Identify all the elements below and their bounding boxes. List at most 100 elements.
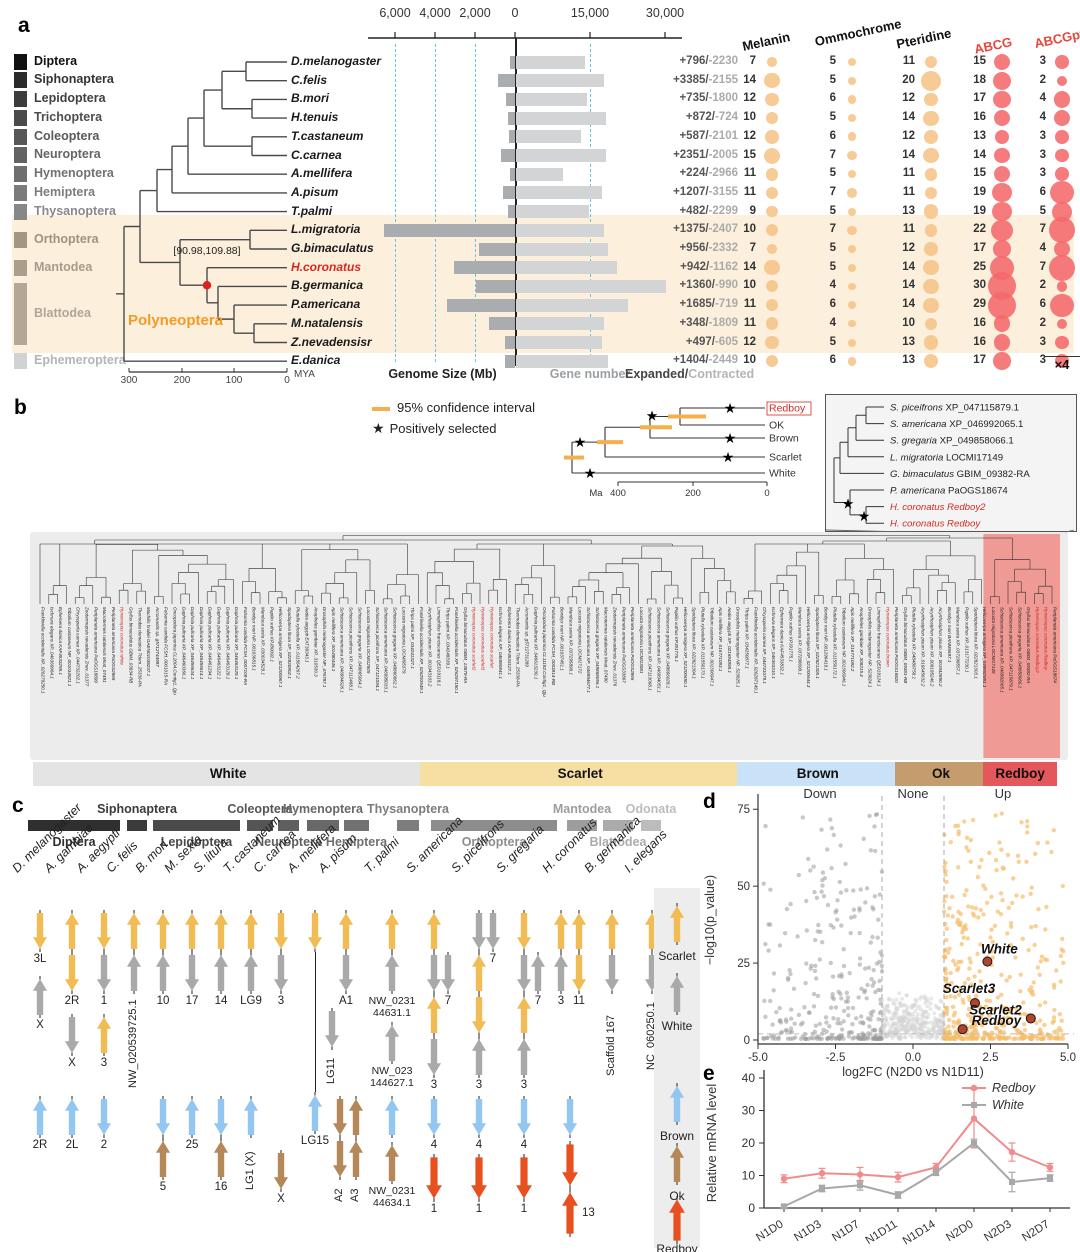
legend-label-White: White (992, 1098, 1024, 1112)
selected-legend-label: Positively selected (389, 421, 497, 436)
tree-tip-label: Schistocerca gregaria XP_049860862.1 (393, 607, 398, 689)
abcgpt-bubble (1048, 254, 1076, 281)
tree-tip-label: Periplaneta americana PaOGS18899 (93, 607, 98, 683)
abcg-bubble (992, 71, 1012, 90)
tree-tip-label: Thrips palmi XP_034250877.1 (745, 607, 750, 669)
tree-tip-label: Schistocerca americana XP_046992065.1 (1000, 607, 1005, 693)
ci-legend-label: 95% confidence interval (397, 400, 536, 415)
chrom-label: 25 (185, 1139, 199, 1151)
star-icon: ★ (372, 420, 385, 436)
tree-tip-label: Folsomia candida FCSH_0001015-RA (164, 607, 169, 685)
tree-tip-label: Locusta migratoria LOCMI17149 (991, 607, 996, 674)
pteridine-bubble (923, 110, 939, 126)
ommochrome-bubble (848, 76, 856, 85)
chrom-label: 17 (185, 995, 199, 1007)
tree-tip-label: Machilis hrabei GAEN01038237.1 (146, 607, 151, 677)
tree-tip-label: Thermobia domestica Tdom_25336-PA (137, 607, 142, 687)
volcano-xlabel: log2FC (N2D0 vs N1D11) (842, 1065, 983, 1079)
species-label: B.germanica (291, 278, 364, 293)
tree-tip-label: Schistocerca americana XP_046994626.1 (340, 607, 345, 693)
expanded-contracted-value: +1207/-3155 (673, 185, 738, 198)
arrow-slot (64, 1096, 80, 1138)
arrow-slot (384, 952, 400, 994)
pteridine-bubble (921, 70, 941, 91)
svg-text:0: 0 (748, 1201, 755, 1215)
highlight-gene-label-Scarlet2: Scarlet2 (969, 1002, 1022, 1017)
gene-arrow-s (669, 903, 685, 945)
gene-arrow-w (426, 1036, 442, 1078)
gene-arrow-s (426, 910, 442, 952)
polyneoptera-label: Polyneoptera (128, 312, 224, 329)
order-bar-Thysanoptera (397, 820, 419, 831)
order-swatch-Mantodea (14, 260, 27, 276)
legend-arrow-Scarlet (669, 903, 685, 945)
tree-tip-label: Daphnia pulicaria XP_046461294.1 (208, 607, 213, 680)
chrom-label: 4 (520, 1139, 528, 1151)
species-label: B.mori (291, 91, 330, 106)
mya-unit-label: MYA (294, 369, 315, 380)
tree-tip-label: Drosophila melanogaster NP_476787.1 (322, 607, 327, 688)
legend-label-Scarlet: Scarlet (658, 949, 696, 963)
abcg-bubble (994, 166, 1010, 183)
genome-size-bar (384, 223, 515, 237)
order-swatch-Hymenoptera (14, 166, 27, 182)
mya-tick-label: 200 (173, 375, 191, 386)
order-bar-label-Lepidoptera: Lepidoptera (160, 835, 233, 849)
pteridine-count: 14 (902, 279, 915, 292)
melanin-bubble (767, 57, 777, 67)
tree-tip-label: Hymenopus coronatus scarlet (489, 607, 494, 668)
svg-text:0: 0 (764, 488, 769, 499)
arrow-slot (243, 952, 259, 994)
abcgpt-bubble (1055, 148, 1069, 163)
synteny-legend-bg (654, 888, 700, 1248)
arrow-slot (155, 1138, 171, 1180)
gene-arrow-s (64, 910, 80, 952)
melanin-bubble (765, 335, 779, 350)
chrom-label-rot: A2 (333, 1188, 345, 1202)
gene-arrow-s (155, 910, 171, 952)
highlight-gene-label-Scarlet3: Scarlet3 (943, 981, 996, 996)
pteridine-bubble (924, 55, 938, 69)
svg-text:Redboy: Redboy (769, 403, 806, 415)
species-label: E.danica (291, 353, 341, 368)
expanded-contracted-value: +348/-1809 (679, 316, 738, 329)
chrom-label: X (36, 1019, 44, 1031)
order-label-Thysanoptera: Thysanoptera (34, 204, 116, 218)
gene-arrow-w (604, 952, 620, 994)
tree-tip-label: Schistocerca americana XP_046995033.1 (384, 607, 389, 693)
pteridine-count: 13 (902, 335, 915, 348)
ommochrome-count: 5 (829, 242, 836, 254)
arrow-slot (384, 1022, 400, 1064)
ommochrome-bubble (848, 114, 856, 123)
arrow-slot (530, 952, 546, 994)
abcg-bubble (988, 291, 1016, 319)
abcg-bubble (994, 54, 1010, 70)
tree-tip-label: Periplaneta americana PaOGS2865 (111, 607, 116, 681)
legend-arrow-White (669, 973, 685, 1015)
arrow-slot (553, 910, 569, 952)
gene-number-bar (516, 317, 604, 331)
highlight-gene-label-White: White (981, 942, 1018, 957)
arrow-slot (348, 1138, 364, 1180)
legend-label-Brown: Brown (659, 1129, 694, 1143)
legend-label-Redboy: Redboy (656, 1242, 698, 1252)
pteridine-count: 10 (902, 316, 915, 329)
tree-tip-label: Apis mellifera XP_001480446.1 (331, 606, 336, 672)
gene-arrow-o (348, 1096, 364, 1138)
arrow-slot (516, 994, 532, 1036)
svg-text:White: White (769, 468, 796, 480)
expanded-contracted-value: +956/-2332 (679, 242, 738, 254)
panel-d-volcano: Down None Up 0 25 50 75 -5.0 -2.5 0.0 2.5 5.0 log2FC… (700, 786, 1080, 1079)
gene-arrow-w (96, 952, 112, 994)
tree-tip-label: Thrips palmi XP_034248339.1 (445, 607, 450, 669)
gene-number-bar (516, 149, 606, 162)
svg-text:★: ★ (584, 465, 597, 481)
tree-tip-label: Zootermopsis nevadensis Znev_01376 (613, 606, 618, 687)
tree-tip-label: Drosophila melanogaster NP_523825.1 (736, 607, 741, 688)
chrom-label: 2R (64, 995, 80, 1007)
tree-tip-label: Acyrthosiphon pisum XP_008185246.2 (929, 606, 934, 687)
gene-arrow-s (96, 910, 112, 952)
tree-tip-label: Hymenopus coronatus Redboy (1044, 607, 1049, 671)
order-bar-label-Hemiptera: Hemiptera (325, 835, 388, 849)
gene-arrow-w (440, 952, 456, 994)
